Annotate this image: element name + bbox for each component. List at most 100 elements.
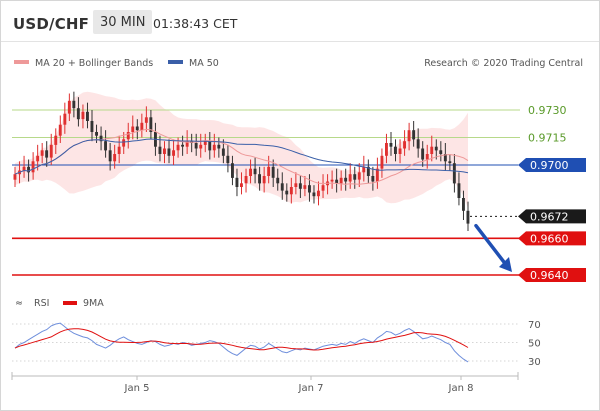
candle-body (308, 185, 311, 193)
candle-body (258, 174, 261, 184)
candle-body (276, 177, 280, 184)
candle-body (22, 166, 26, 171)
candle-body (231, 163, 234, 178)
candle-body (312, 192, 316, 197)
level-label-0.9640: 0.9640 (530, 269, 569, 282)
candle-body (58, 124, 62, 136)
rsi-tick-30: 30 (528, 357, 541, 368)
candle-body (95, 132, 98, 136)
candle-body (67, 100, 71, 114)
candle-body (457, 183, 461, 198)
candle-body (398, 148, 402, 154)
rsi-tick-50: 50 (528, 339, 541, 350)
candle-body (49, 144, 53, 158)
candle-body (113, 154, 117, 162)
candle-body (303, 185, 307, 189)
rsi-legend-label: RSI (34, 298, 49, 309)
level-tag-0.9660 (518, 231, 586, 246)
ma20-legend-label: MA 20 + Bollinger Bands (35, 58, 153, 69)
forecast-arrow (474, 223, 512, 272)
x-tick-label: Jan 8 (448, 383, 474, 394)
candle-body (385, 143, 388, 156)
candle-body (181, 144, 184, 147)
candle-body (144, 117, 148, 123)
candle-body (289, 187, 293, 195)
candle-body (321, 185, 325, 191)
candle-body (394, 146, 397, 154)
candle-body (163, 148, 166, 154)
candle-body (298, 183, 302, 189)
ma20-legend-swatch (14, 60, 29, 64)
rsi-tick-70: 70 (528, 320, 541, 331)
timestamp-label: 01:38:43 CET (153, 16, 238, 31)
candle-body (13, 174, 17, 180)
candle-body (36, 155, 40, 162)
candle-body (63, 113, 67, 125)
candle-body (439, 150, 443, 154)
ma9-legend-label: 9MA (83, 298, 104, 309)
symbol-label: USD/CHF (13, 15, 90, 33)
candle-body (353, 174, 357, 180)
candle-body (425, 154, 429, 160)
candle-body (172, 150, 175, 156)
ma50-legend-swatch (168, 60, 183, 64)
ma9-legend-swatch (63, 301, 77, 305)
candle-body (167, 148, 171, 156)
candle-body (76, 108, 80, 120)
candle-body (335, 179, 339, 184)
candlesticks (13, 91, 470, 231)
candle-body (240, 183, 243, 187)
candle-body (27, 166, 30, 173)
chart-header: USD/CHF 30 MIN 01:38:43 CET (1, 1, 599, 41)
candle-body (99, 135, 103, 142)
candle-body (54, 135, 58, 145)
candle-body (199, 144, 203, 149)
candle-body (280, 183, 284, 191)
candle-body (194, 143, 198, 149)
x-tick-label: Jan 7 (298, 383, 324, 394)
candle-body (176, 144, 180, 151)
level-label-0.9660: 0.9660 (530, 232, 569, 245)
candle-body (126, 132, 130, 140)
candle-body (253, 168, 257, 175)
rsi-panel: 30 50 70 (12, 320, 541, 368)
candle-body (403, 141, 406, 149)
credit-label: Research © 2020 Trading Central (424, 58, 583, 69)
candle-body (357, 172, 361, 180)
forecast-arrow-shaft (474, 223, 509, 268)
time-axis: Jan 5 Jan 7 Jan 8 (11, 372, 519, 394)
candle-body (262, 176, 266, 184)
candle-body (412, 130, 416, 140)
candle-body (40, 150, 44, 156)
candle-body (339, 177, 343, 184)
candle-body (86, 111, 89, 121)
candle-body (271, 166, 275, 178)
candle-body (131, 126, 135, 132)
candle-body (344, 177, 348, 182)
candle-body (267, 166, 271, 176)
candle-body (348, 174, 352, 182)
candle-body (366, 166, 370, 176)
timeframe-button[interactable]: 30 MIN (93, 10, 153, 34)
candle-body (452, 163, 456, 184)
candle-body (208, 141, 212, 151)
candle-body (421, 148, 425, 160)
candle-body (72, 100, 76, 109)
candle-body (108, 150, 112, 162)
header-divider (1, 41, 599, 42)
candle-body (221, 148, 225, 156)
candle-body (45, 150, 49, 158)
rsi-ma9-line (14, 328, 469, 351)
level-tag-0.9672 (518, 209, 586, 224)
candle-body (430, 146, 434, 154)
candle-body (443, 154, 447, 162)
candle-body (375, 168, 379, 182)
candle-body (317, 190, 320, 197)
level-tag-0.9700 (518, 158, 586, 172)
ma50-line (14, 138, 469, 175)
forecast-arrow-head (499, 257, 512, 272)
candle-body (81, 111, 85, 120)
candle-body (434, 146, 438, 151)
rsi-line (14, 322, 469, 363)
x-tick-label: Jan 5 (124, 383, 150, 394)
